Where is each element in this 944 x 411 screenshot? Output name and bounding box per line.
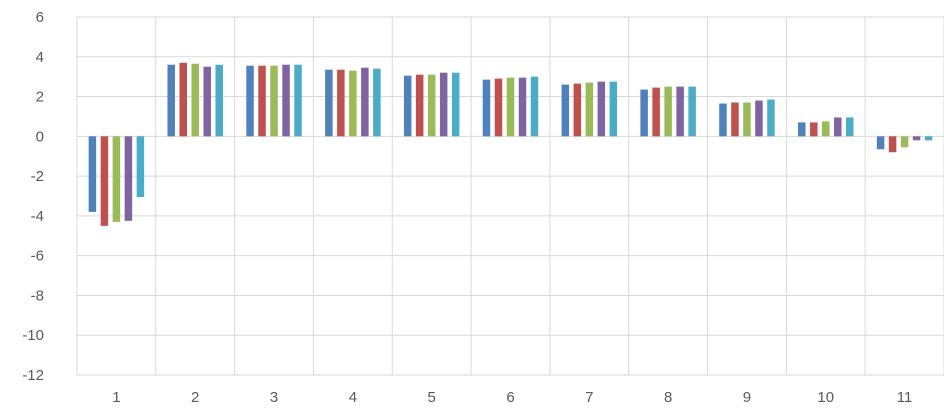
- bar-series-4-cat-6: [518, 77, 527, 137]
- bar-series-5-cat-7: [609, 81, 618, 137]
- y-tick-label: -6: [31, 248, 44, 265]
- bar-series-3-cat-9: [743, 102, 751, 137]
- x-axis-ticks: 1 2 3 4 5 6 7 8 9 10 11: [112, 389, 912, 406]
- bar-series-2-cat-2: [179, 62, 187, 137]
- bar-series-4-cat-7: [597, 81, 606, 137]
- bar-series-5-cat-11: [924, 136, 933, 141]
- bar-series-4-cat-8: [676, 86, 684, 137]
- x-tick-label: 6: [506, 389, 514, 406]
- bar-series-4-cat-2: [203, 66, 211, 137]
- x-tick-label: 2: [191, 389, 199, 406]
- bar-series-5-cat-8: [688, 86, 696, 137]
- bar-series-3-cat-1: [112, 136, 121, 222]
- y-tick-label: 0: [36, 128, 44, 145]
- bar-series-3-cat-10: [822, 121, 830, 137]
- bar-series-2-cat-5: [415, 74, 424, 137]
- bar-series-4-cat-1: [124, 136, 133, 221]
- bar-series-1-cat-2: [167, 64, 175, 137]
- bar-series-3-cat-8: [664, 86, 672, 137]
- x-tick-label: 4: [349, 389, 357, 406]
- bar-series-3-cat-4: [349, 70, 357, 137]
- bar-series-1-cat-6: [482, 79, 491, 137]
- bar-series-5-cat-3: [294, 64, 302, 137]
- bar-series-2-cat-8: [652, 87, 660, 137]
- bar-series-4-cat-10: [834, 117, 842, 137]
- bar-series-1-cat-7: [561, 84, 570, 137]
- bar-series-1-cat-3: [246, 65, 254, 137]
- x-tick-label: 11: [897, 389, 913, 406]
- y-tick-label: 2: [36, 89, 44, 106]
- y-tick-label: -12: [22, 367, 44, 384]
- bar-series-4-cat-11: [912, 136, 921, 141]
- bar-series-2-cat-4: [337, 69, 345, 137]
- x-tick-label: 7: [585, 389, 593, 406]
- bar-series-5-cat-2: [215, 64, 223, 137]
- bar-series-1-cat-4: [325, 69, 333, 137]
- bar-series-3-cat-6: [506, 77, 515, 137]
- bar-series-2-cat-6: [494, 78, 503, 137]
- bar-series-3-cat-2: [191, 63, 199, 137]
- x-tick-label: 8: [664, 389, 672, 406]
- bar-series-5-cat-4: [373, 68, 381, 137]
- bar-series-1-cat-11: [876, 136, 885, 150]
- bars: [88, 62, 933, 226]
- bar-series-1-cat-9: [719, 103, 727, 137]
- bar-series-1-cat-5: [403, 75, 412, 137]
- bar-series-3-cat-7: [585, 82, 594, 137]
- y-tick-label: 6: [36, 9, 44, 26]
- bar-series-2-cat-10: [810, 122, 818, 137]
- bar-series-1-cat-8: [640, 89, 648, 137]
- bar-series-2-cat-9: [731, 102, 739, 137]
- x-tick-label: 10: [817, 389, 834, 406]
- x-tick-label: 3: [270, 389, 278, 406]
- bar-series-3-cat-3: [270, 65, 278, 137]
- bar-series-2-cat-3: [258, 65, 266, 137]
- x-tick-label: 9: [743, 389, 751, 406]
- bar-series-4-cat-3: [282, 64, 290, 137]
- bar-series-5-cat-10: [846, 117, 854, 137]
- y-tick-label: -4: [31, 208, 44, 225]
- y-tick-label: -8: [31, 287, 44, 304]
- bar-series-1-cat-1: [88, 136, 97, 212]
- y-tick-label: 4: [36, 49, 44, 66]
- bar-series-5-cat-1: [136, 136, 145, 197]
- y-axis-ticks: 6 4 2 0 -2 -4 -6 -8 -10 -12: [22, 9, 44, 384]
- bar-series-4-cat-9: [755, 100, 763, 137]
- bar-series-3-cat-11: [900, 136, 909, 148]
- bar-series-4-cat-4: [361, 67, 369, 137]
- bar-series-2-cat-1: [100, 136, 109, 226]
- bar-series-2-cat-7: [573, 83, 582, 137]
- bar-series-4-cat-5: [439, 72, 448, 137]
- bar-series-5-cat-6: [530, 76, 539, 137]
- bar-series-3-cat-5: [427, 74, 436, 137]
- bar-series-5-cat-5: [451, 72, 460, 137]
- y-tick-label: -2: [31, 168, 44, 185]
- bar-series-2-cat-11: [888, 136, 897, 153]
- bar-series-1-cat-10: [798, 122, 806, 137]
- x-tick-label: 5: [428, 389, 436, 406]
- bar-series-5-cat-9: [767, 99, 775, 137]
- y-tick-label: -10: [22, 327, 44, 344]
- grid-layer: [76, 16, 944, 376]
- x-tick-label: 1: [112, 389, 120, 406]
